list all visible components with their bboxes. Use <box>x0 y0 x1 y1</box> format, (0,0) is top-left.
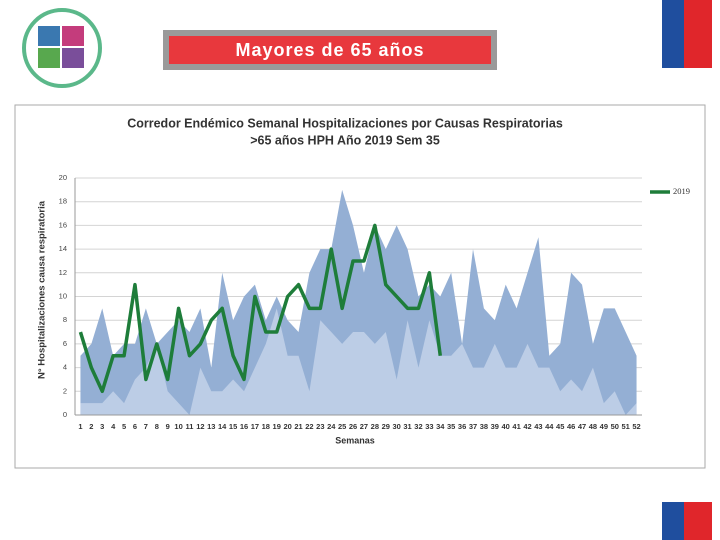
x-tick-label: 39 <box>491 422 499 431</box>
x-tick-label: 13 <box>207 422 215 431</box>
title-box <box>169 36 491 64</box>
x-tick-label: 4 <box>111 422 116 431</box>
x-tick-label: 33 <box>425 422 433 431</box>
y-tick-label: 18 <box>59 197 67 206</box>
x-tick-label: 24 <box>327 422 336 431</box>
x-tick-label: 9 <box>166 422 170 431</box>
x-tick-label: 11 <box>186 422 194 431</box>
y-tick-label: 16 <box>59 220 67 229</box>
x-tick-label: 14 <box>218 422 227 431</box>
x-tick-label: 12 <box>196 422 204 431</box>
slide-title: Mayores de 65 años <box>235 40 424 60</box>
logo <box>22 8 102 88</box>
y-tick-label: 10 <box>59 291 67 300</box>
x-tick-label: 2 <box>89 422 93 431</box>
x-tick-label: 22 <box>305 422 313 431</box>
x-tick-label: 16 <box>240 422 248 431</box>
x-tick-label: 10 <box>174 422 182 431</box>
y-tick-label: 12 <box>59 268 67 277</box>
x-tick-label: 41 <box>512 422 520 431</box>
x-tick-label: 49 <box>600 422 608 431</box>
chart-subtitle: >65 años HPH Año 2019 Sem 35 <box>250 133 440 147</box>
x-tick-label: 47 <box>578 422 586 431</box>
chart-title: Corredor Endémico Semanal Hospitalizacio… <box>127 116 563 130</box>
flag-top <box>662 0 712 68</box>
x-tick-label: 26 <box>349 422 357 431</box>
x-tick-label: 43 <box>534 422 542 431</box>
x-axis-label: Semanas <box>335 435 375 445</box>
y-tick-label: 6 <box>63 339 67 348</box>
x-tick-label: 45 <box>556 422 564 431</box>
x-tick-label: 7 <box>144 422 148 431</box>
y-tick-label: 2 <box>63 386 67 395</box>
x-tick-label: 21 <box>294 422 302 431</box>
legend-label: 2019 <box>673 186 690 196</box>
x-tick-label: 15 <box>229 422 237 431</box>
x-tick-label: 6 <box>133 422 137 431</box>
x-tick-label: 20 <box>283 422 291 431</box>
x-tick-label: 42 <box>523 422 531 431</box>
y-tick-label: 8 <box>63 315 67 324</box>
y-tick-label: 14 <box>59 244 67 253</box>
x-tick-label: 46 <box>567 422 575 431</box>
x-tick-label: 48 <box>589 422 597 431</box>
y-tick-label: 20 <box>59 173 67 182</box>
line <box>78 223 443 394</box>
x-tick-label: 28 <box>371 422 379 431</box>
x-tick-label: 29 <box>382 422 390 431</box>
area <box>80 308 637 415</box>
x-tick-label: 34 <box>436 422 445 431</box>
x-tick-label: 25 <box>338 422 346 431</box>
y-tick-label: 4 <box>63 363 67 372</box>
x-tick-label: 18 <box>262 422 270 431</box>
x-tick-label: 44 <box>545 422 554 431</box>
flag-bottom <box>662 502 712 540</box>
y-tick-label: 0 <box>63 410 67 419</box>
x-tick-label: 32 <box>414 422 422 431</box>
x-tick-label: 31 <box>403 422 411 431</box>
x-tick-label: 40 <box>502 422 510 431</box>
x-tick-label: 50 <box>611 422 619 431</box>
x-tick-label: 5 <box>122 422 126 431</box>
x-tick-label: 36 <box>458 422 466 431</box>
x-tick-label: 23 <box>316 422 324 431</box>
y-axis-label: N° Hospitalizaciones causa respiratoria <box>37 200 48 379</box>
x-tick-label: 1 <box>78 422 82 431</box>
x-tick-label: 19 <box>273 422 281 431</box>
x-tick-label: 8 <box>155 422 159 431</box>
x-tick-label: 3 <box>100 422 104 431</box>
x-tick-label: 30 <box>392 422 400 431</box>
x-tick-label: 37 <box>469 422 477 431</box>
x-tick-label: 27 <box>360 422 368 431</box>
x-tick-label: 52 <box>632 422 640 431</box>
x-tick-label: 38 <box>480 422 488 431</box>
x-tick-label: 17 <box>251 422 259 431</box>
x-tick-label: 35 <box>447 422 455 431</box>
x-tick-label: 51 <box>621 422 629 431</box>
